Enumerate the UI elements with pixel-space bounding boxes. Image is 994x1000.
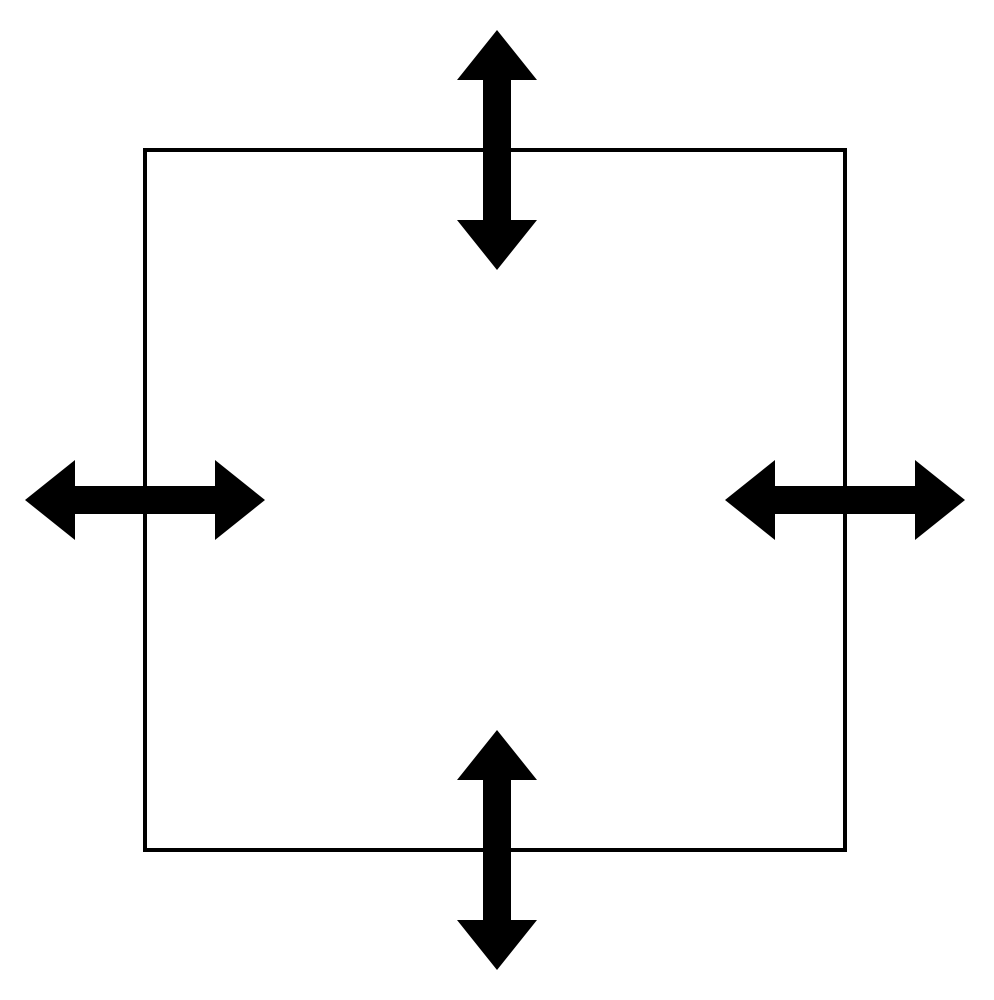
- resize-diagram: [0, 0, 994, 1000]
